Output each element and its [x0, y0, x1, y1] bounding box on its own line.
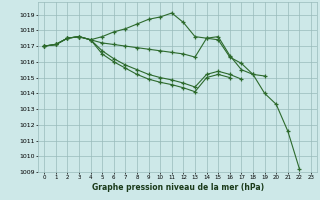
X-axis label: Graphe pression niveau de la mer (hPa): Graphe pression niveau de la mer (hPa): [92, 183, 264, 192]
